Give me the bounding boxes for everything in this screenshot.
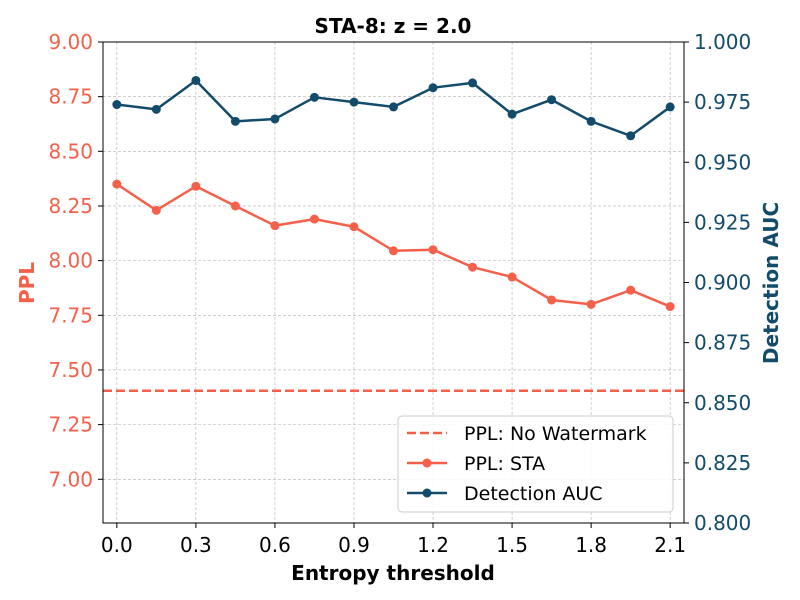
- legend: PPL: No Watermark PPL: STA Detection AUC: [397, 415, 674, 513]
- y-right-tick-label: 0.850: [694, 391, 751, 415]
- y-right-tick-label: 0.900: [694, 271, 751, 295]
- data-point-ppl-sta: [151, 205, 161, 215]
- y-right-tick-label: 0.925: [694, 210, 751, 234]
- data-point-detection-auc: [112, 100, 122, 110]
- y-left-tick-label: 7.25: [48, 413, 93, 437]
- data-point-ppl-sta: [428, 245, 438, 255]
- y-left-tick-label: 7.50: [48, 358, 93, 382]
- y-right-tick-label: 0.875: [694, 331, 751, 355]
- data-point-detection-auc: [428, 83, 438, 93]
- legend-marker-detection-auc: [422, 488, 432, 498]
- data-point-ppl-sta: [507, 272, 517, 282]
- y-left-tick-label: 8.25: [48, 194, 93, 218]
- y-right-tick-label: 0.800: [694, 511, 751, 535]
- data-point-detection-auc: [547, 95, 557, 105]
- data-point-ppl-sta: [112, 179, 122, 189]
- data-point-ppl-sta: [586, 299, 596, 309]
- plot-series: [103, 75, 684, 392]
- data-point-detection-auc: [349, 97, 359, 107]
- data-point-ppl-sta: [665, 302, 675, 312]
- y-axis-right-label: Detection AUC: [759, 202, 783, 364]
- y-left-tick-label: 8.50: [48, 139, 93, 163]
- series-line-ppl-sta: [116, 183, 671, 308]
- x-tick-label: 1.5: [496, 533, 528, 557]
- x-tick-label: 0.6: [259, 533, 291, 557]
- legend-label-detection-auc: Detection AUC: [464, 483, 603, 505]
- data-point-detection-auc: [665, 102, 675, 112]
- x-tick-label: 2.1: [654, 533, 686, 557]
- data-point-detection-auc: [507, 109, 517, 119]
- y-right-tick-label: 0.950: [694, 150, 751, 174]
- data-point-ppl-sta: [191, 181, 201, 191]
- legend-box: [397, 415, 674, 513]
- data-point-detection-auc: [270, 114, 280, 124]
- data-point-detection-auc: [468, 78, 478, 88]
- chart-title: STA-8: z = 2.0: [315, 14, 472, 38]
- data-point-ppl-sta: [547, 295, 557, 305]
- data-point-detection-auc: [151, 104, 161, 114]
- axis-ticks: 0.0 0.3 0.6 0.9 1.2 1.5 1.8 2.1 7.00 7.25 7.50 7.75…: [48, 30, 751, 557]
- data-point-ppl-sta: [389, 246, 398, 256]
- y-left-tick-label: 7.00: [48, 467, 93, 491]
- legend-label-ppl-no-watermark: PPL: No Watermark: [464, 423, 647, 445]
- y-left-tick-label: 9.00: [48, 30, 93, 54]
- y-right-tick-label: 0.975: [694, 90, 751, 114]
- y-left-tick-label: 8.75: [48, 85, 93, 109]
- data-point-detection-auc: [230, 116, 240, 126]
- y-left-tick-label: 8.00: [48, 249, 93, 273]
- data-point-detection-auc: [309, 92, 319, 102]
- x-axis-label: Entropy threshold: [291, 561, 495, 585]
- legend-marker-ppl-sta: [422, 458, 432, 468]
- data-point-detection-auc: [626, 131, 636, 141]
- x-tick-label: 0.3: [180, 533, 212, 557]
- y-axis-left-label: PPL: [15, 262, 39, 304]
- data-point-ppl-sta: [468, 262, 478, 272]
- y-left-tick-label: 7.75: [48, 303, 93, 327]
- y-right-tick-label: 0.825: [694, 451, 751, 475]
- y-right-tick-label: 1.000: [694, 30, 751, 54]
- data-point-ppl-sta: [626, 285, 636, 295]
- data-point-ppl-sta: [230, 201, 240, 211]
- x-tick-label: 0.9: [338, 533, 370, 557]
- x-tick-label: 0.0: [101, 533, 133, 557]
- legend-label-ppl-sta: PPL: STA: [464, 453, 545, 475]
- data-point-detection-auc: [586, 116, 596, 126]
- x-tick-label: 1.8: [575, 533, 607, 557]
- data-point-detection-auc: [389, 102, 398, 112]
- x-tick-label: 1.2: [417, 533, 449, 557]
- data-point-ppl-sta: [349, 222, 359, 232]
- data-point-detection-auc: [191, 75, 201, 85]
- data-point-ppl-sta: [309, 214, 319, 224]
- data-point-ppl-sta: [270, 221, 280, 231]
